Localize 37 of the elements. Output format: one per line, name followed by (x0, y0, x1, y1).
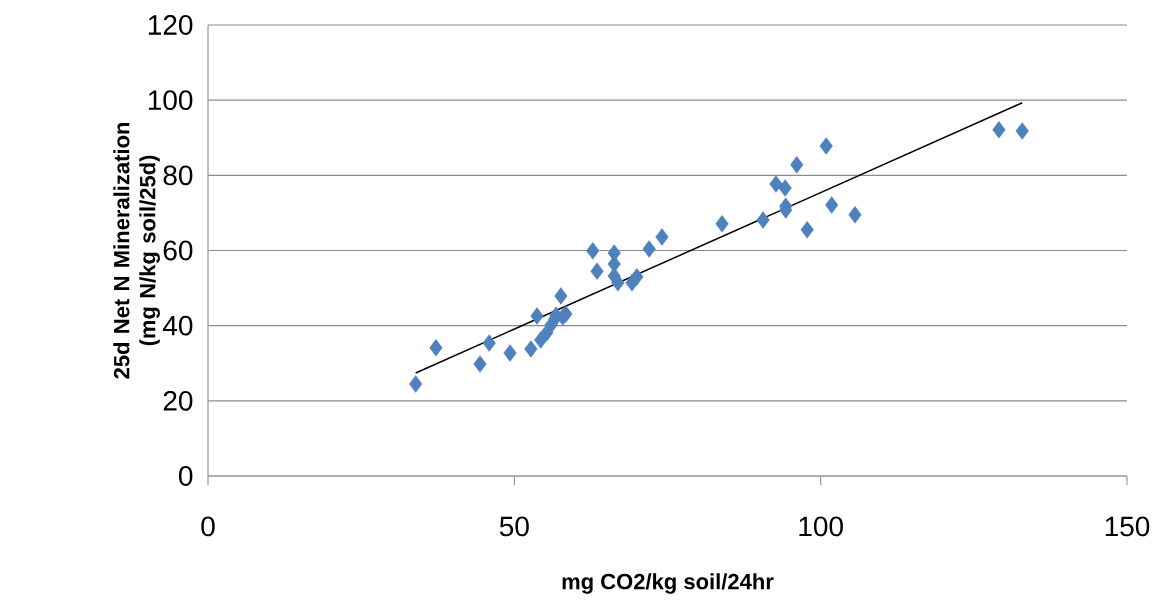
y-tick-label: 40 (162, 315, 193, 336)
y-tick-label: 20 (163, 390, 193, 411)
y-tick-label: 80 (163, 165, 193, 186)
point (715, 215, 729, 233)
point (503, 344, 517, 362)
point (590, 262, 604, 280)
y-tick-label: 120 (148, 15, 193, 35)
point (630, 268, 644, 286)
point (778, 179, 792, 197)
point (482, 334, 496, 352)
x-tick-label: 0 (201, 516, 215, 537)
x-tick-label: 150 (1105, 516, 1150, 537)
point (655, 228, 669, 246)
point (756, 211, 770, 229)
point (825, 196, 839, 214)
point (409, 375, 423, 393)
point (819, 137, 833, 155)
point (790, 156, 804, 174)
point (473, 355, 487, 373)
point (429, 339, 443, 357)
point (642, 240, 656, 258)
point (848, 206, 862, 224)
y-tick-label: 0 (179, 466, 193, 486)
x-tick-label: 100 (799, 516, 843, 537)
point (586, 242, 600, 260)
point (530, 307, 544, 325)
point (800, 221, 814, 239)
y-tick-label: 100 (148, 90, 193, 111)
point (524, 340, 538, 358)
x-axis-title: mg CO2/kg soil/24hr (562, 573, 774, 594)
x-tick-label: 50 (499, 516, 529, 537)
y-tick-label: 60 (163, 240, 193, 261)
point (554, 287, 568, 305)
point (1015, 122, 1029, 140)
point (769, 175, 783, 193)
point (992, 121, 1006, 139)
y-axis-title: 25d Net N Mineralization (mg N/kg soil/25d) (113, 122, 160, 379)
